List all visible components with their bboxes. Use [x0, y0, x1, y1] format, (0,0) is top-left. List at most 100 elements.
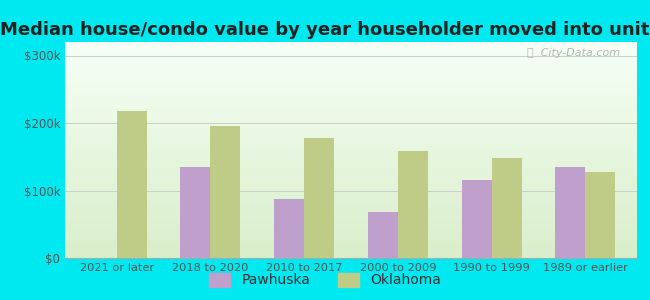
Bar — [65, 55, 637, 57]
Bar — [65, 105, 637, 107]
Bar — [65, 154, 637, 157]
Bar — [65, 247, 637, 249]
Bar — [65, 96, 637, 98]
Bar — [65, 217, 637, 219]
Bar — [65, 226, 637, 228]
Bar — [65, 169, 637, 172]
Bar — [65, 172, 637, 174]
Bar — [65, 89, 637, 92]
Bar — [65, 232, 637, 234]
Bar — [65, 42, 637, 44]
Bar — [65, 94, 637, 96]
Bar — [65, 195, 637, 197]
Bar — [116, 111, 147, 258]
Bar — [462, 180, 491, 258]
Bar — [274, 199, 304, 258]
Bar — [398, 151, 428, 258]
Bar — [65, 51, 637, 53]
Bar — [368, 212, 398, 258]
Bar — [65, 116, 637, 118]
Bar — [65, 202, 637, 204]
Bar — [65, 161, 637, 163]
Bar — [65, 122, 637, 124]
Bar — [65, 66, 637, 68]
Bar — [65, 74, 637, 77]
Bar — [65, 174, 637, 176]
Bar — [65, 152, 637, 154]
Bar — [65, 53, 637, 55]
Bar — [304, 138, 334, 258]
Bar — [180, 167, 211, 258]
Bar — [65, 187, 637, 189]
Bar — [65, 103, 637, 105]
Bar — [65, 46, 637, 49]
Text: Median house/condo value by year householder moved into unit: Median house/condo value by year househo… — [0, 21, 650, 39]
Bar — [555, 167, 586, 258]
Bar — [65, 165, 637, 167]
Bar — [65, 44, 637, 46]
Bar — [65, 98, 637, 100]
Bar — [65, 130, 637, 133]
Text: ⓘ  City-Data.com: ⓘ City-Data.com — [526, 49, 620, 58]
Bar — [65, 92, 637, 94]
Bar — [65, 204, 637, 206]
Bar — [65, 113, 637, 116]
Bar — [65, 208, 637, 211]
Bar — [65, 191, 637, 193]
Bar — [65, 230, 637, 232]
Bar — [65, 236, 637, 238]
Bar — [65, 124, 637, 126]
Bar — [586, 172, 616, 258]
Bar — [65, 79, 637, 81]
Bar — [65, 81, 637, 83]
Bar — [65, 148, 637, 150]
Bar — [65, 49, 637, 51]
Bar — [65, 228, 637, 230]
Bar — [65, 85, 637, 87]
Bar — [65, 59, 637, 62]
Bar — [65, 146, 637, 148]
Bar — [65, 163, 637, 165]
Bar — [65, 159, 637, 161]
Bar — [65, 120, 637, 122]
Bar — [65, 87, 637, 89]
Bar — [65, 72, 637, 74]
Bar — [65, 83, 637, 85]
Bar — [65, 200, 637, 202]
Bar — [65, 211, 637, 213]
Bar — [65, 206, 637, 208]
Bar — [65, 139, 637, 141]
Legend: Pawhuska, Oklahoma: Pawhuska, Oklahoma — [203, 267, 447, 293]
Bar — [65, 150, 637, 152]
Bar — [65, 133, 637, 135]
Bar — [65, 221, 637, 224]
Bar — [65, 128, 637, 130]
Bar — [211, 126, 240, 258]
Bar — [65, 197, 637, 200]
Bar — [65, 167, 637, 169]
Bar — [65, 109, 637, 111]
Bar — [65, 193, 637, 195]
Bar — [65, 241, 637, 243]
Bar — [65, 157, 637, 159]
Bar — [65, 219, 637, 221]
Bar — [65, 100, 637, 103]
Bar — [65, 254, 637, 256]
Bar — [491, 158, 522, 258]
Bar — [65, 213, 637, 215]
Bar — [65, 143, 637, 146]
Bar — [65, 189, 637, 191]
Bar — [65, 176, 637, 178]
Bar — [65, 249, 637, 251]
Bar — [65, 245, 637, 247]
Bar — [65, 61, 637, 64]
Bar — [65, 68, 637, 70]
Bar — [65, 107, 637, 109]
Bar — [65, 182, 637, 184]
Bar — [65, 238, 637, 241]
Bar — [65, 180, 637, 182]
Bar — [65, 126, 637, 128]
Bar — [65, 224, 637, 226]
Bar — [65, 243, 637, 245]
Bar — [65, 118, 637, 120]
